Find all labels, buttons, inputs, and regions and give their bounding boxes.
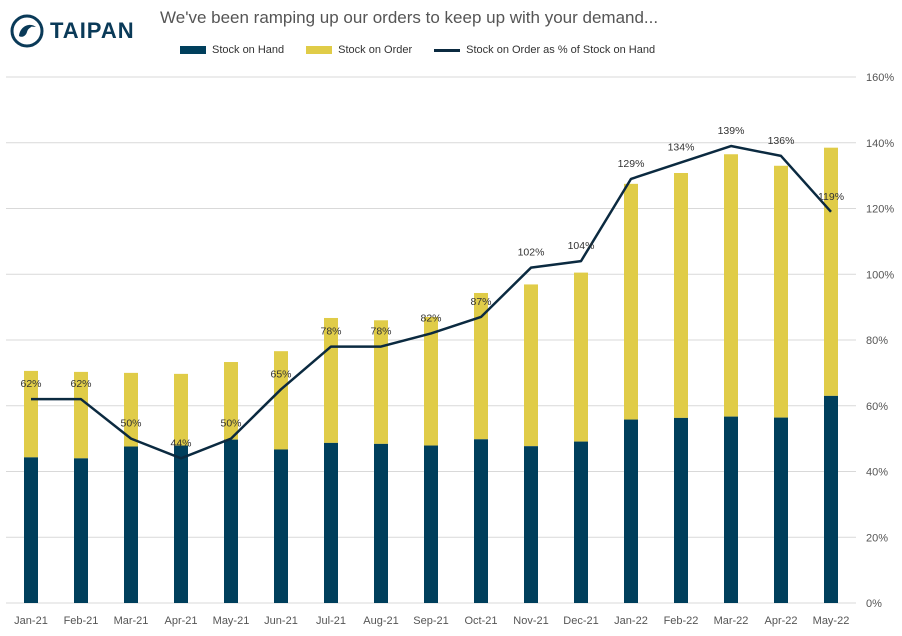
bar-stock-on-order — [74, 371, 88, 459]
legend-label-ratio: Stock on Order as % of Stock on Hand — [466, 44, 656, 56]
x-axis-tick-label: Jun-21 — [264, 615, 298, 627]
bar-stock-on-order — [124, 372, 138, 447]
bar-stock-on-hand — [124, 446, 138, 603]
x-axis-tick-label: May-21 — [213, 615, 250, 627]
y-axis-tick-label: 60% — [866, 401, 888, 413]
x-axis-tick-label: Jul-21 — [316, 615, 346, 627]
legend-item-stock-on-hand: Stock on Hand — [180, 44, 284, 56]
ratio-data-label: 119% — [818, 191, 844, 203]
ratio-data-label: 139% — [718, 125, 745, 137]
x-axis-tick-label: May-22 — [813, 615, 850, 627]
ratio-data-label: 134% — [668, 141, 695, 153]
ratio-data-label: 65% — [270, 368, 291, 380]
ratio-data-label: 50% — [120, 418, 141, 430]
ratio-data-label: 87% — [470, 296, 491, 308]
ratio-data-label: 62% — [20, 378, 41, 390]
y-axis-tick-label: 160% — [866, 72, 894, 84]
bar-stock-on-hand — [74, 458, 88, 603]
bar-stock-on-hand — [374, 443, 388, 603]
x-axis-tick-label: Dec-21 — [563, 615, 598, 627]
legend-label-stock-on-hand: Stock on Hand — [212, 44, 285, 56]
legend-item-stock-on-order: Stock on Order — [306, 44, 412, 56]
ratio-data-label: 78% — [370, 326, 391, 338]
taipan-logo: TAIPAN — [10, 14, 135, 48]
bar-stock-on-hand — [524, 446, 538, 603]
bar-stock-on-order — [574, 272, 588, 442]
ratio-data-label: 136% — [768, 135, 795, 147]
bar-stock-on-order — [724, 154, 738, 417]
x-axis-tick-label: Feb-22 — [664, 615, 699, 627]
y-axis-tick-label: 40% — [866, 467, 888, 479]
bar-stock-on-order — [24, 370, 38, 458]
bar-stock-on-hand — [424, 445, 438, 603]
legend-swatch-ratio — [434, 48, 461, 52]
ratio-data-label: 50% — [220, 418, 241, 430]
bar-stock-on-order — [474, 292, 488, 440]
snake-logo-icon — [10, 14, 44, 48]
ratio-data-label: 129% — [618, 158, 645, 170]
bar-stock-on-hand — [774, 417, 788, 603]
bar-stock-on-order — [624, 183, 638, 420]
x-axis-tick-label: Mar-21 — [114, 615, 149, 627]
y-axis-tick-label: 140% — [866, 138, 894, 150]
bar-stock-on-order — [524, 284, 538, 447]
bar-stock-on-hand — [624, 419, 638, 603]
legend-swatch-stock-on-hand — [180, 46, 206, 54]
bar-stock-on-hand — [274, 449, 288, 603]
x-axis-tick-label: Mar-22 — [714, 615, 749, 627]
bar-stock-on-order — [274, 351, 288, 450]
legend-item-ratio: Stock on Order as % of Stock on Hand — [434, 44, 655, 56]
bar-stock-on-order — [424, 316, 438, 446]
x-axis-tick-label: Oct-21 — [464, 615, 497, 627]
ratio-data-label: 82% — [420, 312, 441, 324]
bar-stock-on-order — [674, 172, 688, 418]
bar-stock-on-hand — [24, 457, 38, 603]
chart-legend: Stock on Hand Stock on Order Stock on Or… — [180, 44, 677, 56]
bar-stock-on-hand — [824, 395, 838, 603]
x-axis-tick-label: Apr-22 — [764, 615, 797, 627]
bar-stock-on-order — [374, 320, 388, 444]
bar-stock-on-hand — [174, 445, 188, 603]
bar-stock-on-order — [774, 165, 788, 418]
bar-stock-on-hand — [574, 441, 588, 603]
ratio-line — [31, 144, 832, 460]
bar-stock-on-hand — [224, 439, 238, 603]
bar-stock-on-order — [174, 373, 188, 446]
y-axis-tick-label: 120% — [866, 204, 894, 216]
ratio-data-label: 102% — [518, 247, 545, 259]
ratio-data-label: 44% — [170, 437, 191, 449]
x-axis-tick-label: Nov-21 — [513, 615, 548, 627]
x-axis-tick-label: Apr-21 — [164, 615, 197, 627]
bar-stock-on-order — [224, 362, 238, 440]
x-axis-tick-label: Sep-21 — [413, 615, 448, 627]
bar-stock-on-hand — [474, 439, 488, 603]
logo-text: TAIPAN — [50, 18, 135, 43]
y-axis-tick-label: 100% — [866, 269, 894, 281]
x-axis-tick-label: Jan-22 — [614, 615, 648, 627]
chart-title: We've been ramping up our orders to keep… — [160, 8, 659, 27]
legend-swatch-stock-on-order — [306, 46, 333, 54]
y-axis-tick-label: 80% — [866, 335, 888, 347]
bar-stock-on-order — [824, 147, 838, 396]
bar-stock-on-hand — [674, 417, 688, 603]
bar-stock-on-hand — [324, 442, 338, 603]
bar-stock-on-hand — [724, 416, 738, 603]
y-axis-tick-label: 0% — [866, 598, 882, 610]
ratio-data-label: 78% — [320, 326, 341, 338]
ratio-data-label: 62% — [70, 378, 91, 390]
x-axis-tick-label: Aug-21 — [363, 615, 398, 627]
ratio-data-label: 104% — [568, 240, 595, 252]
x-axis-tick-label: Feb-21 — [64, 615, 99, 627]
x-axis-tick-label: Jan-21 — [14, 615, 48, 627]
legend-label-stock-on-order: Stock on Order — [338, 44, 413, 56]
y-axis-tick-label: 20% — [866, 532, 888, 544]
